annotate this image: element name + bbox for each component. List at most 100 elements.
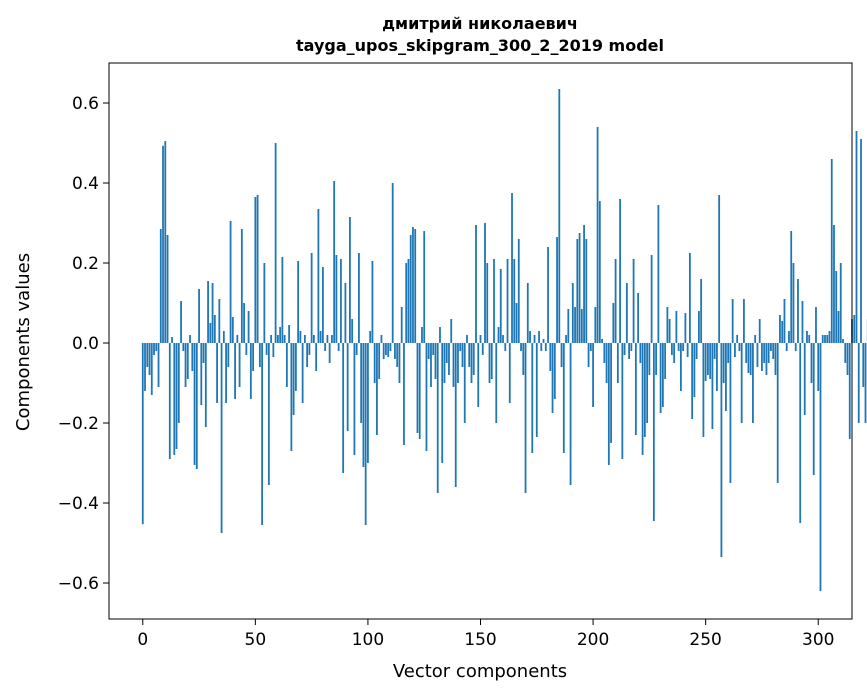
bar-93 — [351, 319, 354, 343]
bar-91 — [346, 343, 349, 431]
bar-128 — [430, 343, 432, 387]
bar-156 — [493, 259, 495, 343]
bar-186 — [560, 343, 563, 367]
bar-206 — [605, 343, 608, 383]
bar-311 — [842, 339, 844, 343]
bar-218 — [632, 259, 635, 343]
bar-287 — [788, 331, 790, 343]
bar-299 — [815, 307, 817, 343]
bar-2 — [146, 343, 149, 367]
bar-228 — [655, 343, 658, 375]
bar-169 — [522, 343, 525, 375]
bar-33 — [216, 343, 218, 403]
bar-150 — [479, 335, 482, 343]
bar-273 — [756, 343, 759, 367]
bar-31 — [211, 283, 214, 343]
bar-240 — [682, 343, 685, 351]
bar-167 — [517, 239, 520, 343]
bar-70 — [299, 331, 302, 343]
bar-40 — [231, 317, 234, 343]
bar-248 — [700, 279, 703, 343]
bar-154 — [488, 343, 491, 383]
bar-285 — [783, 299, 786, 343]
bar-16 — [177, 343, 180, 423]
bar-265 — [738, 343, 741, 351]
bar-308 — [835, 271, 838, 343]
bar-160 — [502, 335, 504, 343]
bar-99 — [364, 343, 367, 525]
bar-205 — [603, 343, 606, 363]
bar-27 — [202, 343, 205, 363]
bar-38 — [227, 343, 230, 367]
bar-246 — [695, 343, 698, 359]
bar-211 — [616, 343, 619, 383]
bar-309 — [837, 311, 840, 343]
bar-257 — [720, 343, 723, 557]
bar-203 — [598, 201, 601, 343]
bar-47 — [247, 311, 250, 343]
bar-60 — [276, 335, 279, 343]
bar-189 — [567, 309, 570, 343]
bar-259 — [725, 343, 727, 411]
bar-76 — [312, 335, 315, 343]
bar-312 — [844, 343, 847, 363]
bar-72 — [303, 335, 306, 343]
bar-45 — [243, 303, 245, 343]
x-axis-label: Vector components — [393, 661, 567, 682]
bar-182 — [551, 343, 554, 413]
bar-302 — [821, 335, 824, 343]
bar-73 — [306, 343, 309, 367]
bar-319 — [860, 139, 862, 343]
bar-6 — [155, 343, 158, 351]
bar-34 — [218, 299, 221, 343]
bar-185 — [558, 89, 561, 343]
bar-229 — [657, 205, 660, 343]
bar-256 — [718, 195, 721, 343]
bar-318 — [857, 343, 860, 423]
bar-18 — [182, 343, 185, 351]
bar-68 — [294, 343, 297, 391]
bar-233 — [666, 307, 669, 343]
bar-58 — [272, 343, 275, 357]
bar-151 — [481, 343, 484, 355]
bar-153 — [486, 263, 489, 343]
y-tick-label: −0.4 — [58, 494, 99, 514]
bar-201 — [594, 307, 597, 343]
bar-15 — [175, 343, 178, 449]
bar-314 — [848, 343, 851, 439]
bar-111 — [391, 183, 394, 343]
bar-198 — [587, 343, 590, 367]
bar-221 — [639, 343, 642, 363]
bar-199 — [589, 343, 592, 351]
bar-155 — [490, 343, 493, 379]
bar-137 — [450, 319, 453, 343]
bar-267 — [743, 299, 745, 343]
bar-25 — [198, 289, 200, 343]
bar-282 — [776, 343, 779, 483]
bar-181 — [549, 343, 552, 371]
y-tick-label: 0.2 — [72, 254, 99, 274]
bar-145 — [468, 343, 471, 367]
bar-88 — [340, 259, 342, 343]
bar-55 — [265, 343, 268, 355]
bar-166 — [515, 303, 518, 343]
bar-212 — [619, 199, 621, 343]
bar-81 — [324, 343, 327, 351]
bar-17 — [180, 301, 182, 343]
bar-176 — [538, 331, 540, 343]
bar-238 — [677, 343, 680, 351]
bar-301 — [819, 343, 822, 591]
bar-284 — [781, 321, 784, 343]
bar-61 — [279, 327, 282, 343]
bar-194 — [578, 233, 581, 343]
bar-266 — [740, 343, 743, 423]
bar-122 — [416, 343, 419, 433]
bar-119 — [409, 235, 412, 343]
x-tick-label: 150 — [464, 630, 496, 650]
y-tick-label: −0.6 — [58, 574, 99, 594]
bar-144 — [466, 335, 468, 343]
bar-317 — [855, 131, 858, 343]
bar-35 — [220, 343, 223, 533]
bar-297 — [810, 343, 813, 383]
